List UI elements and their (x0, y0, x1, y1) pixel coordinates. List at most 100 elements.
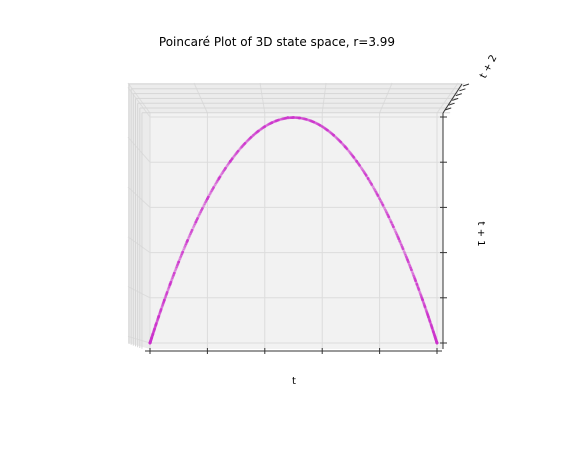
data-point (263, 125, 267, 129)
data-point (371, 184, 374, 188)
data-point (157, 314, 161, 318)
data-point (306, 118, 309, 122)
data-point (250, 134, 254, 138)
data-point (387, 215, 391, 219)
data-point (346, 148, 350, 152)
data-point (257, 129, 260, 133)
data-point (428, 320, 432, 323)
data-point (177, 258, 181, 262)
data-point (163, 297, 167, 301)
data-point (340, 141, 344, 145)
y-grid-line-left (127, 87, 151, 118)
data-point (177, 260, 181, 264)
data-point (201, 205, 205, 209)
data-point (417, 288, 421, 291)
data-point (339, 140, 343, 144)
data-point (170, 279, 173, 283)
data-point (359, 165, 362, 169)
data-points (148, 116, 439, 345)
data-point (285, 116, 289, 120)
data-point (333, 134, 337, 138)
data-point (424, 306, 427, 310)
data-point (236, 149, 240, 153)
z-axis-tick (452, 97, 459, 101)
data-point (319, 124, 323, 128)
data-point (181, 249, 185, 252)
data-point (401, 247, 405, 251)
data-point (166, 289, 170, 293)
y-grid-line-left (127, 286, 151, 299)
z-axis-tick (462, 83, 470, 87)
data-point (181, 250, 185, 254)
data-point (162, 299, 166, 302)
data-point (270, 121, 274, 124)
data-point (196, 217, 199, 220)
data-point (332, 133, 336, 137)
data-point (186, 237, 190, 241)
data-point (191, 227, 195, 231)
data-point (237, 148, 241, 152)
data-point (213, 184, 216, 188)
data-point (278, 118, 281, 122)
data-point (160, 306, 163, 310)
data-point (249, 135, 253, 139)
data-point (186, 238, 189, 242)
y-grid-line-left (127, 136, 151, 163)
data-point (377, 195, 381, 199)
data-point (406, 260, 410, 264)
data-point (352, 156, 356, 159)
data-point (402, 249, 406, 252)
data-point (420, 297, 424, 301)
data-point (388, 217, 391, 220)
data-point (421, 299, 425, 302)
plot-area (127, 82, 470, 354)
y-grid-line-left (127, 236, 151, 254)
data-point (169, 280, 173, 284)
z-axis-tick (455, 93, 462, 97)
chart-title: Poincaré Plot of 3D state space, r=3.99 (159, 35, 395, 49)
data-point (206, 195, 210, 199)
data-point (157, 313, 161, 317)
data-point (430, 326, 434, 330)
data-point (426, 314, 430, 318)
data-point (200, 207, 204, 210)
data-point (299, 116, 303, 120)
data-point (159, 307, 163, 311)
data-point (230, 157, 234, 161)
z-axis-tick (459, 88, 466, 92)
data-point (313, 121, 317, 124)
y-grid-line-left (127, 186, 151, 208)
data-point (212, 186, 215, 189)
data-point (264, 124, 268, 128)
data-point (225, 165, 228, 169)
data-point (298, 116, 302, 120)
data-point (327, 129, 330, 133)
data-point (154, 322, 158, 325)
x-axis-label: t (292, 376, 296, 387)
data-point (207, 194, 211, 197)
data-point (218, 175, 222, 179)
axis-lines (145, 83, 470, 354)
back-pane (150, 113, 443, 349)
data-point (224, 166, 227, 170)
data-point (398, 239, 402, 243)
y-axis-label: t + 1 (475, 221, 486, 246)
data-point (423, 305, 427, 309)
data-point (370, 183, 374, 186)
data-point (153, 327, 157, 331)
data-point (398, 238, 401, 242)
data-point (414, 280, 418, 284)
z-axis-tick (444, 107, 452, 111)
data-point (365, 175, 369, 179)
data-point (426, 313, 430, 317)
data-point (304, 117, 308, 121)
data-point (410, 270, 414, 273)
data-point (190, 228, 194, 232)
data-point (165, 290, 169, 294)
data-point (392, 225, 395, 229)
data-point (381, 203, 385, 207)
data-point (435, 341, 439, 345)
data-point (353, 157, 357, 161)
data-point (406, 258, 410, 262)
